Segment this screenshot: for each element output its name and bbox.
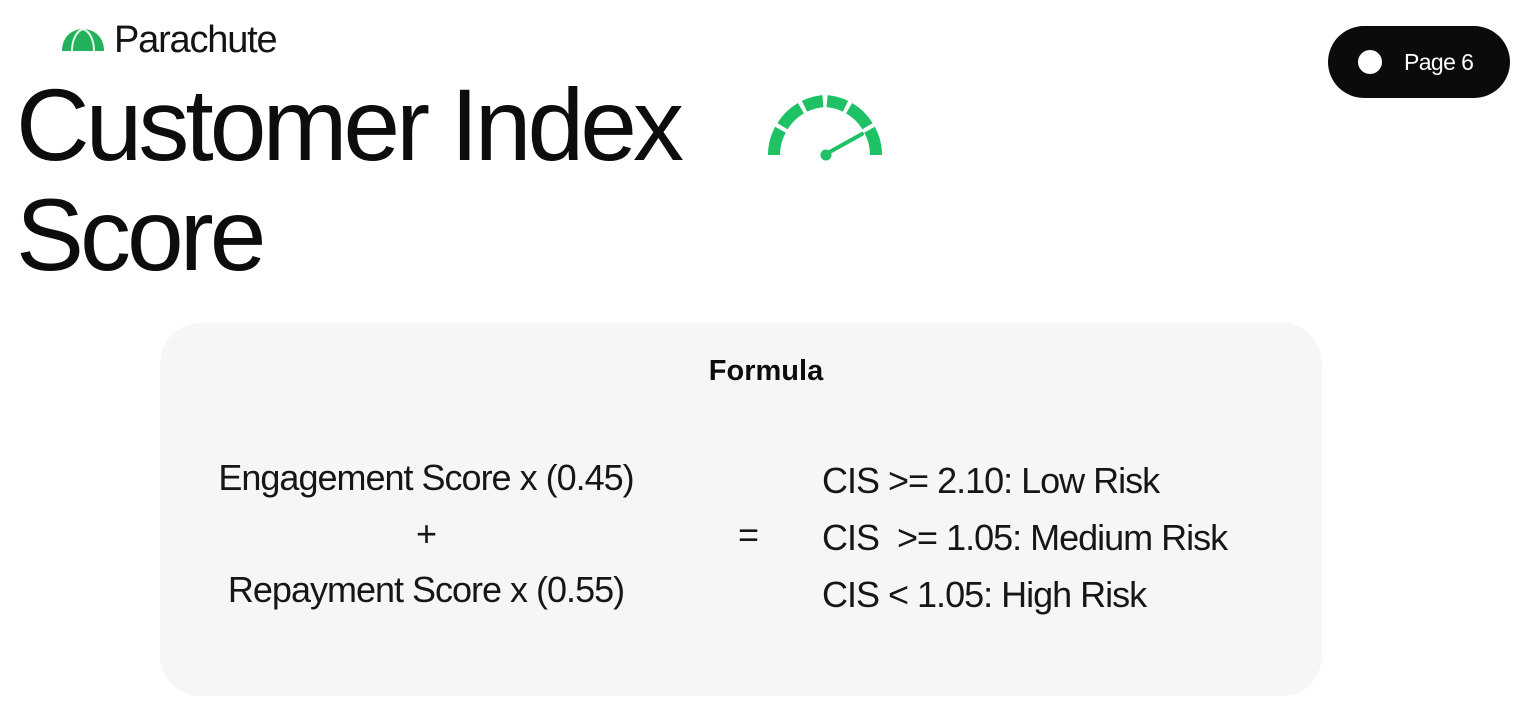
brand-name: Parachute [114, 19, 278, 61]
page-title-line-2: Score [16, 178, 266, 292]
formula-heading: Formula [708, 355, 824, 387]
parachute-logo-icon [62, 28, 104, 52]
engagement-score-term: Engagement Score x (0.45) [218, 457, 634, 498]
page-label: Page 6 [1404, 48, 1474, 75]
threshold-low-risk: CIS >= 2.10: Low Risk [822, 460, 1160, 501]
page-title-line-1: Customer Index [16, 68, 684, 182]
repayment-score-term: Repayment Score x (0.55) [227, 569, 625, 610]
equals-operator: = [738, 514, 760, 555]
risk-thresholds: CIS >= 2.10: Low Risk CIS >= 1.05: Mediu… [822, 452, 1228, 623]
threshold-high-risk: CIS < 1.05: High Risk [822, 574, 1147, 615]
speedometer-gauge-icon [767, 95, 883, 161]
brand: Parachute [60, 18, 278, 62]
formula-expression: Engagement Score x (0.45) + Repayment Sc… [186, 450, 666, 618]
page-dot-icon [1358, 50, 1382, 74]
page-indicator-button[interactable]: Page 6 [1328, 26, 1510, 98]
page-title: Customer Index Score [16, 68, 684, 292]
plus-operator: + [415, 513, 437, 554]
threshold-medium-risk: CIS >= 1.05: Medium Risk [822, 517, 1228, 558]
formula-card [160, 323, 1322, 696]
